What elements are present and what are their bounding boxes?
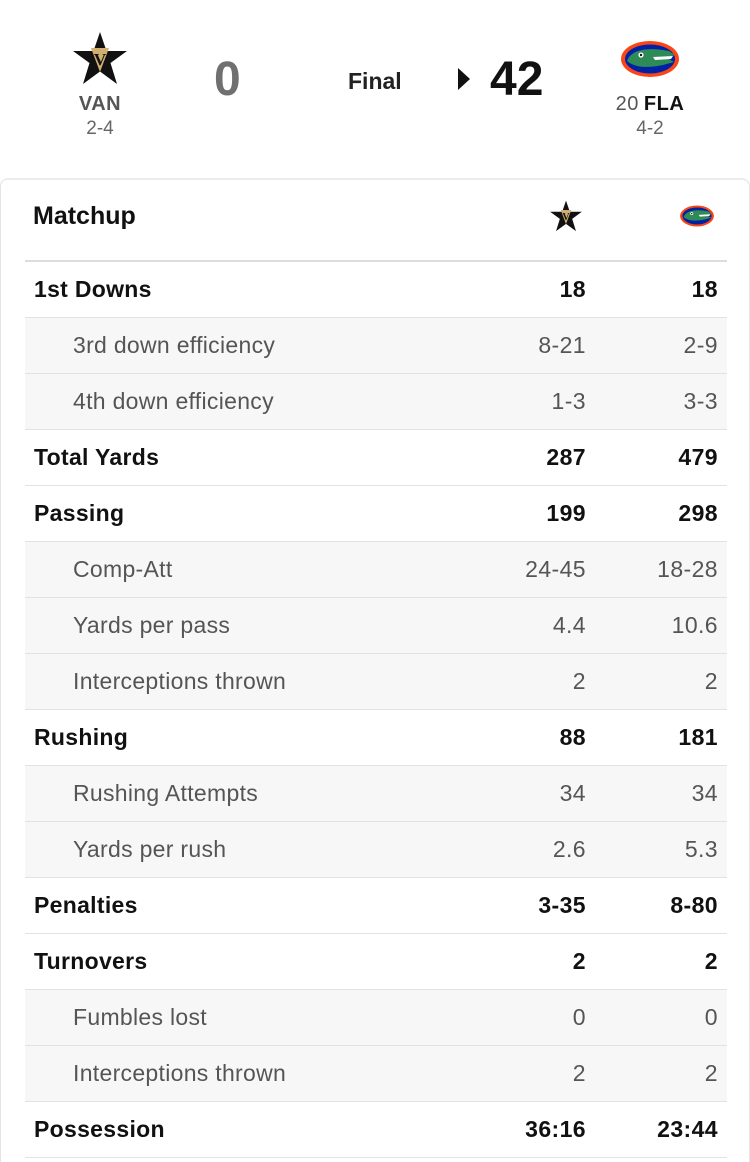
stat-row: Yards per pass 4.4 10.6	[25, 598, 727, 654]
stat-row: 3rd down efficiency 8-21 2-9	[25, 318, 727, 374]
stat-label: Interceptions thrown	[73, 1060, 287, 1086]
away-stat-value: 2	[572, 1060, 586, 1086]
home-stat-value: 2	[704, 1060, 718, 1086]
matchup-stats-table: 1st Downs 18 18 3rd down efficiency 8-21…	[25, 262, 727, 1158]
stat-label: Penalties	[34, 892, 138, 918]
away-stat-value: 2	[572, 948, 586, 974]
stat-label: Turnovers	[34, 948, 148, 974]
away-stat-value: 8-21	[538, 332, 586, 358]
away-stat-value: 2	[572, 668, 586, 694]
svg-text:V: V	[562, 212, 570, 223]
away-stat-value: 1-3	[551, 388, 586, 414]
away-stat-value: 36:16	[525, 1116, 586, 1142]
home-stat-value: 18-28	[657, 556, 718, 582]
away-stat-value: 199	[546, 500, 586, 526]
home-team-record: 4-2	[636, 118, 664, 139]
stat-row: Turnovers 2 2	[25, 934, 727, 990]
home-team-rank: 20	[615, 93, 639, 115]
home-team[interactable]: 20 FLA 4-2	[580, 28, 720, 140]
home-stat-value: 479	[678, 444, 718, 470]
stat-label: Rushing	[34, 724, 129, 750]
vanderbilt-star-icon: V	[544, 198, 588, 234]
home-stat-value: 2	[704, 948, 718, 974]
home-stat-value: 5.3	[684, 836, 718, 862]
matchup-header: Matchup V	[25, 180, 727, 262]
scoreboard-header: V VAN 2-4 0 Final 42 20 FLA 4-2	[0, 0, 750, 178]
stat-label: Comp-Att	[73, 556, 173, 582]
stat-label: Possession	[34, 1116, 165, 1142]
away-team-abbr: VAN	[78, 93, 122, 115]
stat-row: Rushing 88 181	[25, 710, 727, 766]
stat-row: Total Yards 287 479	[25, 430, 727, 486]
away-stat-value: 88	[559, 724, 586, 750]
stat-label: Yards per rush	[73, 836, 227, 862]
home-stat-value: 3-3	[683, 388, 718, 414]
stat-row: Yards per rush 2.6 5.3	[25, 822, 727, 878]
stat-label: Rushing Attempts	[73, 780, 259, 806]
away-stat-value: 3-35	[538, 892, 586, 918]
florida-gator-icon	[580, 28, 720, 90]
home-stat-value: 0	[704, 1004, 718, 1030]
stat-label: Yards per pass	[73, 612, 231, 638]
game-status: Final	[348, 68, 402, 94]
stat-label: 4th down efficiency	[73, 388, 274, 414]
stat-label: Passing	[34, 500, 125, 526]
home-stat-value: 34	[691, 780, 718, 806]
stat-label: Fumbles lost	[73, 1004, 207, 1030]
stat-row: Rushing Attempts 34 34	[25, 766, 727, 822]
stat-row: Comp-Att 24-45 18-28	[25, 542, 727, 598]
winner-arrow-icon	[458, 68, 470, 90]
home-stat-value: 181	[678, 724, 718, 750]
matchup-title: Matchup	[33, 202, 136, 230]
stat-label: 3rd down efficiency	[73, 332, 276, 358]
florida-gator-icon	[675, 198, 719, 234]
away-stat-value: 0	[572, 1004, 586, 1030]
away-stat-value: 24-45	[525, 556, 586, 582]
home-stat-value: 8-80	[670, 892, 718, 918]
away-stat-value: 34	[559, 780, 586, 806]
home-stat-value: 23:44	[657, 1116, 718, 1142]
stat-row: 1st Downs 18 18	[25, 262, 727, 318]
stat-row: Penalties 3-35 8-80	[25, 878, 727, 934]
home-stat-value: 298	[678, 500, 718, 526]
home-stat-value: 10.6	[671, 612, 718, 638]
stat-label: Interceptions thrown	[73, 668, 287, 694]
home-stat-value: 18	[691, 276, 718, 302]
home-stat-value: 2	[704, 668, 718, 694]
stat-row: Passing 199 298	[25, 486, 727, 542]
home-score: 42	[490, 53, 544, 106]
away-team-record: 2-4	[86, 118, 114, 139]
stat-row: Interceptions thrown 2 2	[25, 1046, 727, 1102]
stat-row: Interceptions thrown 2 2	[25, 654, 727, 710]
vanderbilt-star-icon: V	[30, 28, 170, 90]
matchup-card: Matchup V 1st Downs 18 18	[0, 178, 750, 1162]
stat-label: Total Yards	[34, 444, 160, 470]
stat-row: 4th down efficiency 1-3 3-3	[25, 374, 727, 430]
home-team-abbr: FLA	[643, 93, 685, 115]
away-stat-value: 18	[559, 276, 586, 302]
away-stat-value: 287	[546, 444, 586, 470]
away-stat-value: 2.6	[552, 836, 586, 862]
away-team[interactable]: V VAN 2-4	[30, 28, 170, 140]
away-score: 0	[214, 53, 241, 106]
stat-row: Fumbles lost 0 0	[25, 990, 727, 1046]
svg-text:V: V	[94, 50, 107, 69]
stat-row: Possession 36:16 23:44	[25, 1102, 727, 1158]
stat-label: 1st Downs	[34, 276, 152, 302]
away-stat-value: 4.4	[552, 612, 586, 638]
home-stat-value: 2-9	[683, 332, 718, 358]
